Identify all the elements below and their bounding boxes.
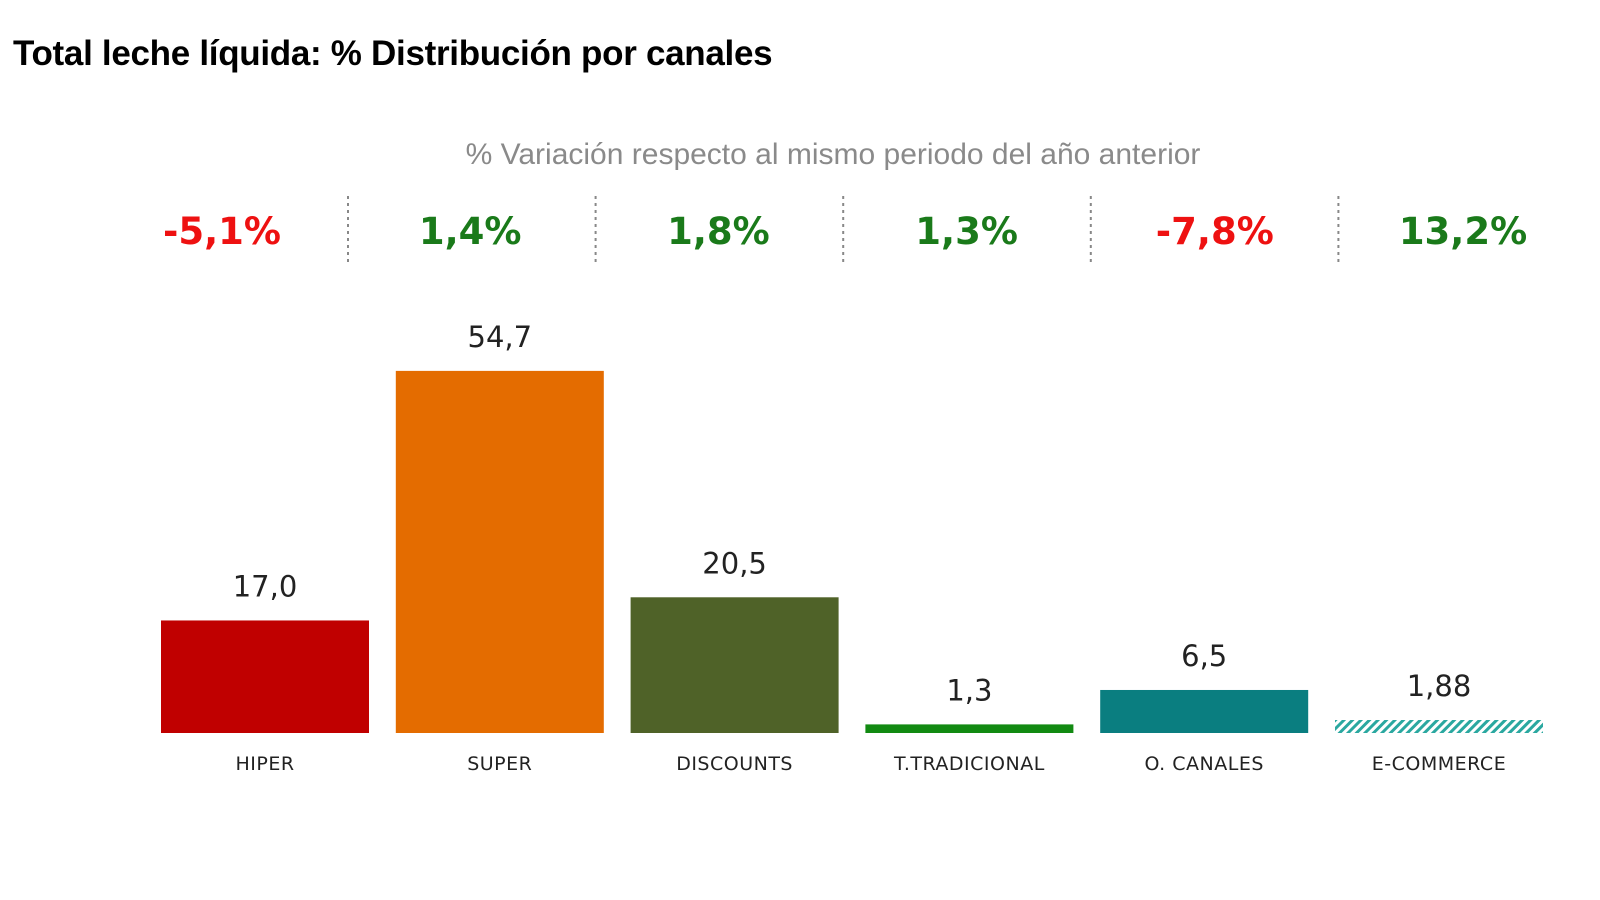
value-label: 54,7 (468, 320, 533, 354)
bars (161, 370, 1543, 733)
bar-o-canales (1100, 689, 1309, 733)
value-label: 17,0 (233, 569, 298, 603)
category-label: SUPER (467, 753, 532, 775)
value-label: 1,88 (1407, 669, 1472, 703)
category-label: E-COMMERCE (1372, 753, 1506, 775)
value-label: 1,3 (946, 673, 992, 707)
bar-t-tradicional (865, 724, 1074, 733)
chart-subtitle: % Variación respecto al mismo periodo de… (465, 138, 1201, 171)
category-label: O. CANALES (1145, 753, 1264, 775)
value-label: 20,5 (702, 546, 767, 580)
value-label: 6,5 (1181, 639, 1227, 673)
category-label: T.TRADICIONAL (893, 753, 1045, 775)
bar-hiper (161, 620, 369, 733)
variation-separators (347, 196, 1340, 266)
category-labels: HIPER SUPER DISCOUNTS T.TRADICIONAL O. CANAL… (235, 753, 1506, 775)
category-label: DISCOUNTS (676, 753, 793, 775)
category-label: HIPER (235, 753, 294, 775)
variation-label: 13,2% (1399, 210, 1527, 253)
variation-label: 1,8% (667, 210, 770, 253)
chart-title: Total leche líquida: % Distribución por … (13, 34, 773, 73)
bar-e-commerce (1335, 720, 1543, 733)
variation-label: 1,3% (915, 210, 1018, 253)
variation-label: -5,1% (163, 210, 281, 253)
variation-labels: -5,1% 1,4% 1,8% 1,3% -7,8% 13,2% (163, 210, 1527, 253)
bar-super (395, 370, 604, 733)
value-labels: 17,0 54,7 20,5 1,3 6,5 1,88 (233, 320, 1472, 708)
variation-label: -7,8% (1156, 210, 1274, 253)
bar-discounts (630, 597, 839, 733)
variation-label: 1,4% (419, 210, 522, 253)
